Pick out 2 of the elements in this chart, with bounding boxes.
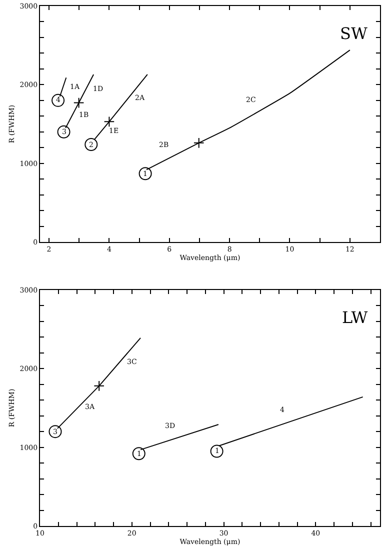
annotation: SW bbox=[340, 24, 368, 43]
annotation: LW bbox=[342, 308, 368, 327]
